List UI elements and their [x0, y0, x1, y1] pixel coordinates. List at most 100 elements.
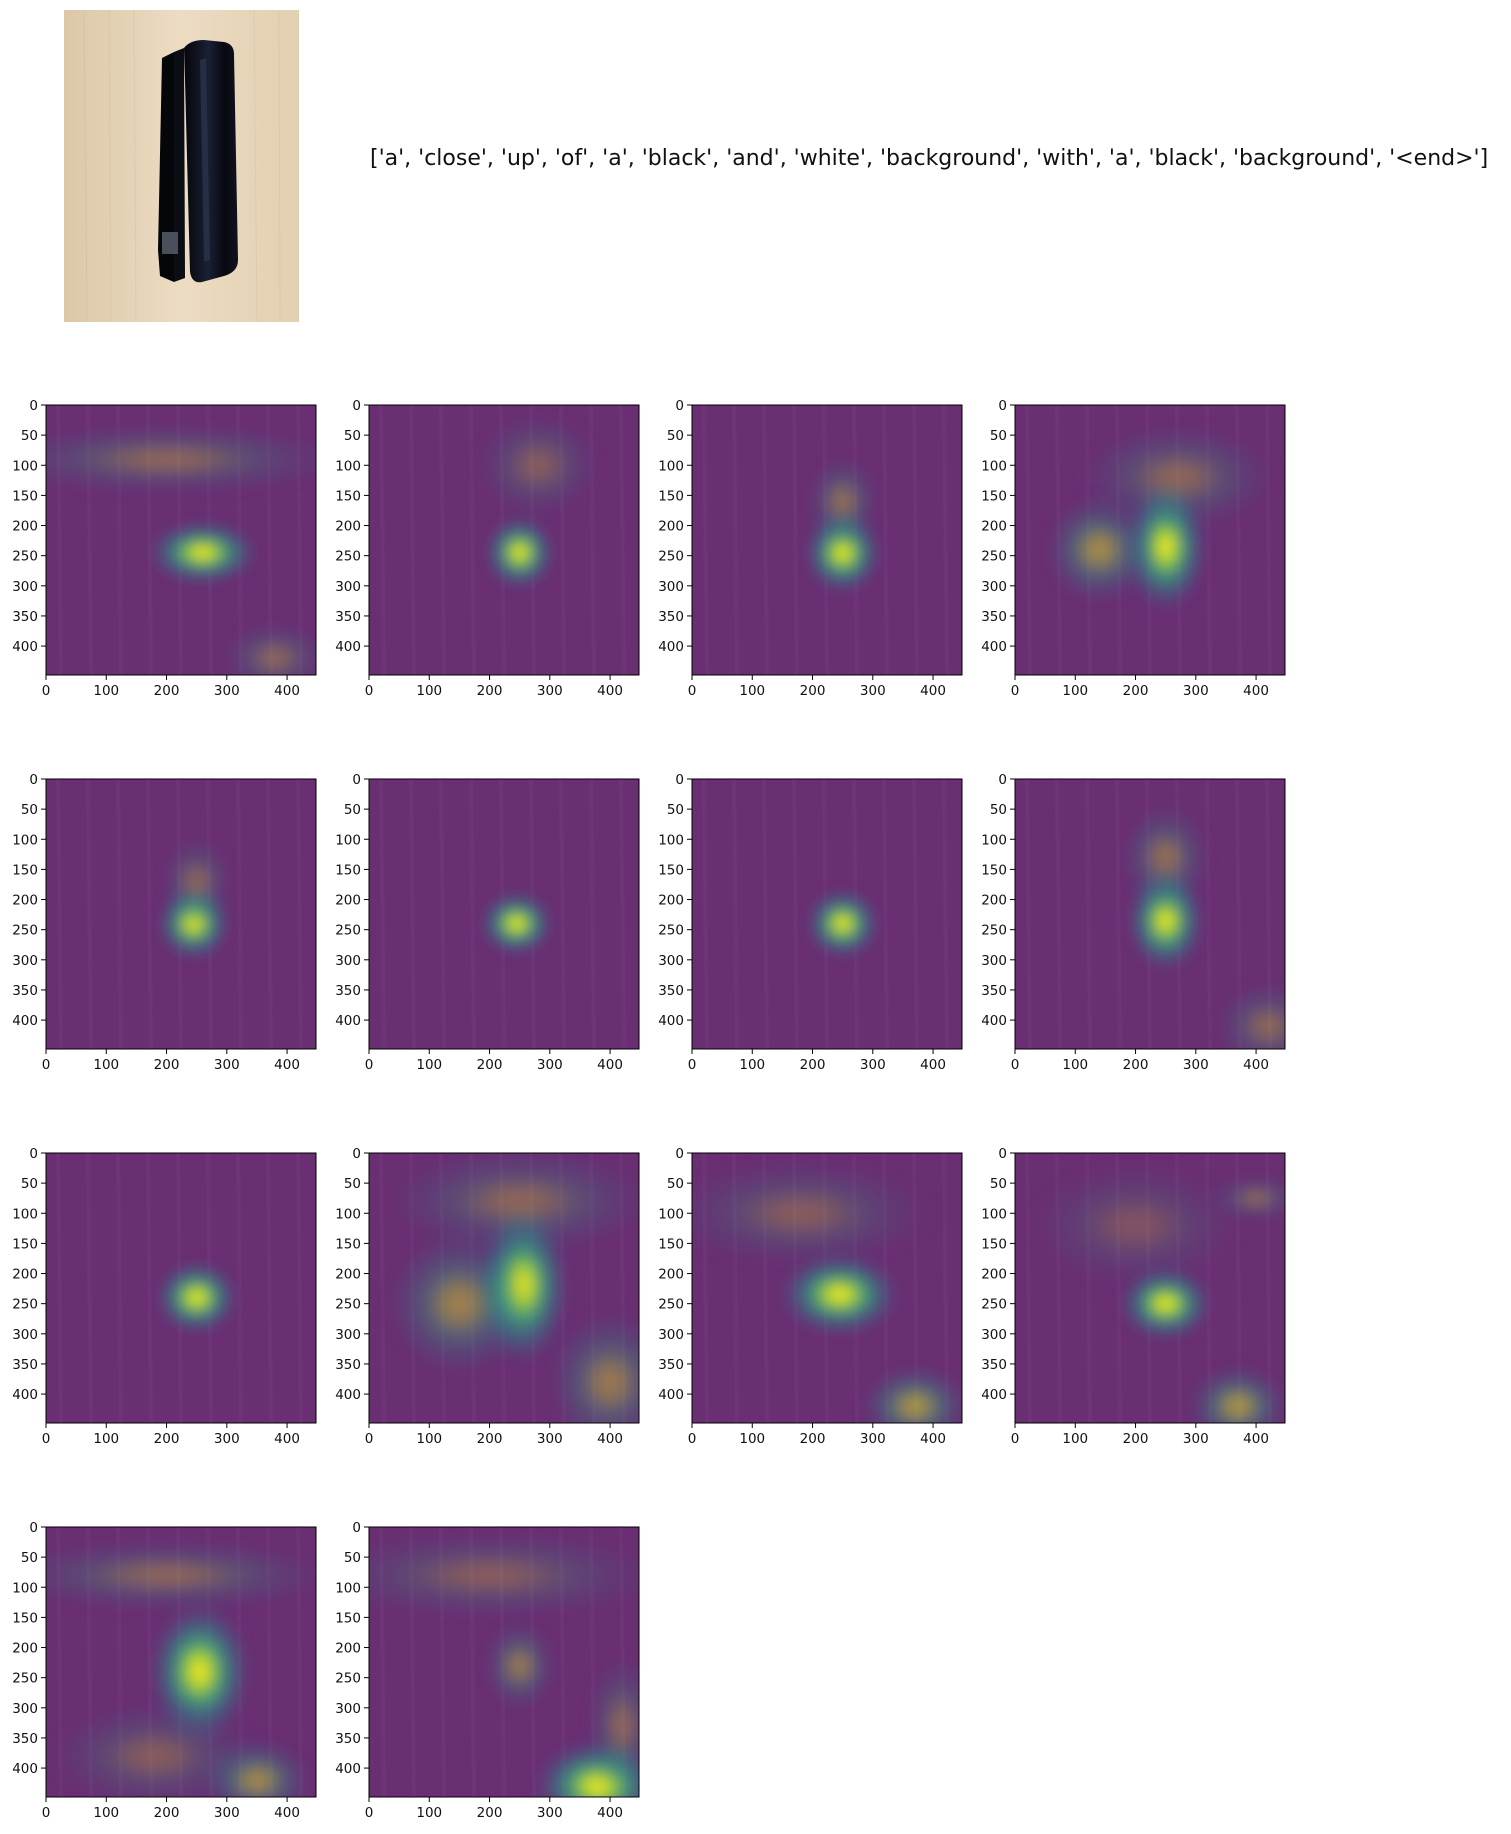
- heatmap-panel: 0 100 200 300 400 0 50 100 150 200 250 300 350 400: [335, 398, 640, 699]
- x-tick-label: 100: [1062, 1431, 1088, 1447]
- attention-blob: [478, 889, 556, 958]
- panel-frame: [368, 404, 640, 676]
- attention-blob: [158, 833, 236, 930]
- y-tick-label: 200: [981, 519, 1007, 535]
- y-tick-label: 0: [29, 1146, 38, 1162]
- x-tick-label: 0: [42, 1431, 51, 1447]
- x-tick-label: 400: [920, 1057, 946, 1073]
- panel-frame: [45, 778, 317, 1050]
- x-tick-label: 300: [537, 1805, 563, 1821]
- x-tick-label: 200: [800, 1057, 826, 1073]
- y-tick-label: 300: [981, 953, 1007, 969]
- y-tick-label: 50: [344, 802, 361, 818]
- y-tick-label: 50: [667, 428, 684, 444]
- y-tick-label: 350: [658, 983, 684, 999]
- heatmap-panel: 0 100 200 300 400 0 50 100 150 200 250 300 350 400: [335, 772, 640, 1073]
- y-tick-label: 0: [29, 1520, 38, 1536]
- attention-blob: [382, 1226, 537, 1381]
- y-tick-label: 300: [12, 1701, 38, 1717]
- y-tick-label: 400: [12, 639, 38, 655]
- x-tick-label: 100: [416, 683, 442, 699]
- attention-blob: [46, 420, 316, 498]
- y-tick-label: 300: [335, 1701, 361, 1717]
- y-tick-label: 0: [998, 398, 1007, 414]
- y-tick-label: 150: [12, 1236, 38, 1252]
- y-tick-label: 300: [335, 953, 361, 969]
- heatmap-panel: 0 100 200 300 400 0 50 100 150 200 250 300 350 400: [335, 1520, 640, 1821]
- y-tick-label: 50: [344, 1550, 361, 1566]
- attention-blob: [369, 1527, 639, 1624]
- y-tick-label: 300: [658, 1327, 684, 1343]
- y-tick-label: 250: [658, 1297, 684, 1313]
- attention-blob: [1184, 1362, 1285, 1423]
- y-tick-label: 50: [21, 1176, 38, 1192]
- caption-text: ['a', 'close', 'up', 'of', 'a', 'black',…: [370, 146, 1489, 171]
- y-tick-label: 250: [658, 549, 684, 565]
- y-tick-label: 100: [12, 458, 38, 474]
- x-tick-label: 100: [416, 1805, 442, 1821]
- y-tick-label: 0: [998, 772, 1007, 788]
- y-tick-label: 100: [12, 1580, 38, 1596]
- attention-blob: [46, 1698, 271, 1797]
- panel-frame: [1014, 778, 1286, 1050]
- y-tick-label: 400: [335, 639, 361, 655]
- x-tick-label: 0: [365, 1057, 374, 1073]
- y-tick-label: 300: [12, 1327, 38, 1343]
- x-tick-label: 0: [365, 1805, 374, 1821]
- y-tick-label: 0: [352, 1520, 361, 1536]
- y-tick-label: 0: [998, 1146, 1007, 1162]
- y-tick-label: 100: [12, 832, 38, 848]
- y-tick-label: 150: [658, 862, 684, 878]
- x-tick-label: 200: [154, 683, 180, 699]
- panel-frame: [1014, 404, 1286, 676]
- x-tick-label: 400: [920, 683, 946, 699]
- x-tick-label: 400: [274, 1431, 300, 1447]
- y-tick-label: 300: [12, 953, 38, 969]
- x-tick-label: 200: [477, 683, 503, 699]
- y-tick-label: 150: [335, 862, 361, 878]
- y-tick-label: 200: [335, 893, 361, 909]
- y-tick-label: 300: [658, 953, 684, 969]
- stapler-photo: [64, 10, 299, 322]
- x-tick-label: 100: [739, 683, 765, 699]
- x-tick-label: 0: [42, 1805, 51, 1821]
- x-tick-label: 400: [597, 1805, 623, 1821]
- y-tick-label: 50: [667, 1176, 684, 1192]
- x-tick-label: 300: [1183, 1431, 1209, 1447]
- x-tick-label: 400: [274, 1057, 300, 1073]
- y-tick-label: 50: [344, 428, 361, 444]
- y-tick-label: 0: [29, 398, 38, 414]
- y-tick-label: 400: [981, 1013, 1007, 1029]
- attention-blob: [804, 887, 882, 961]
- y-tick-label: 300: [335, 579, 361, 595]
- y-tick-label: 250: [981, 549, 1007, 565]
- x-tick-label: 0: [42, 1057, 51, 1073]
- panel-frame: [691, 778, 963, 1050]
- panel-frame: [45, 1152, 317, 1424]
- panel-frame: [45, 404, 317, 676]
- y-tick-label: 0: [675, 398, 684, 414]
- x-tick-label: 200: [1123, 1431, 1149, 1447]
- heatmap-panel: 0 100 200 300 400 0 50 100 150 200 250 300 350 400: [981, 772, 1286, 1073]
- x-tick-label: 200: [154, 1057, 180, 1073]
- heatmap-panel: 0 100 200 300 400 0 50 100 150 200 250 300 350 400: [335, 1146, 640, 1447]
- y-tick-label: 150: [335, 488, 361, 504]
- y-tick-label: 50: [344, 1176, 361, 1192]
- x-tick-label: 400: [274, 1805, 300, 1821]
- y-tick-label: 0: [675, 772, 684, 788]
- attention-blob: [481, 1617, 559, 1714]
- y-tick-label: 250: [658, 923, 684, 939]
- y-tick-label: 400: [658, 1387, 684, 1403]
- x-tick-label: 200: [800, 683, 826, 699]
- attention-blob: [153, 1259, 241, 1337]
- y-tick-label: 200: [981, 893, 1007, 909]
- y-tick-label: 350: [335, 609, 361, 625]
- x-tick-label: 100: [1062, 1057, 1088, 1073]
- y-tick-label: 150: [658, 488, 684, 504]
- heatmap-panel: 0 100 200 300 400 0 50 100 150 200 250 300 350 400: [658, 1146, 963, 1447]
- y-tick-label: 400: [12, 1013, 38, 1029]
- attention-blob: [776, 1251, 903, 1339]
- y-tick-label: 250: [12, 1297, 38, 1313]
- y-tick-label: 300: [335, 1327, 361, 1343]
- attention-blob: [1117, 799, 1214, 916]
